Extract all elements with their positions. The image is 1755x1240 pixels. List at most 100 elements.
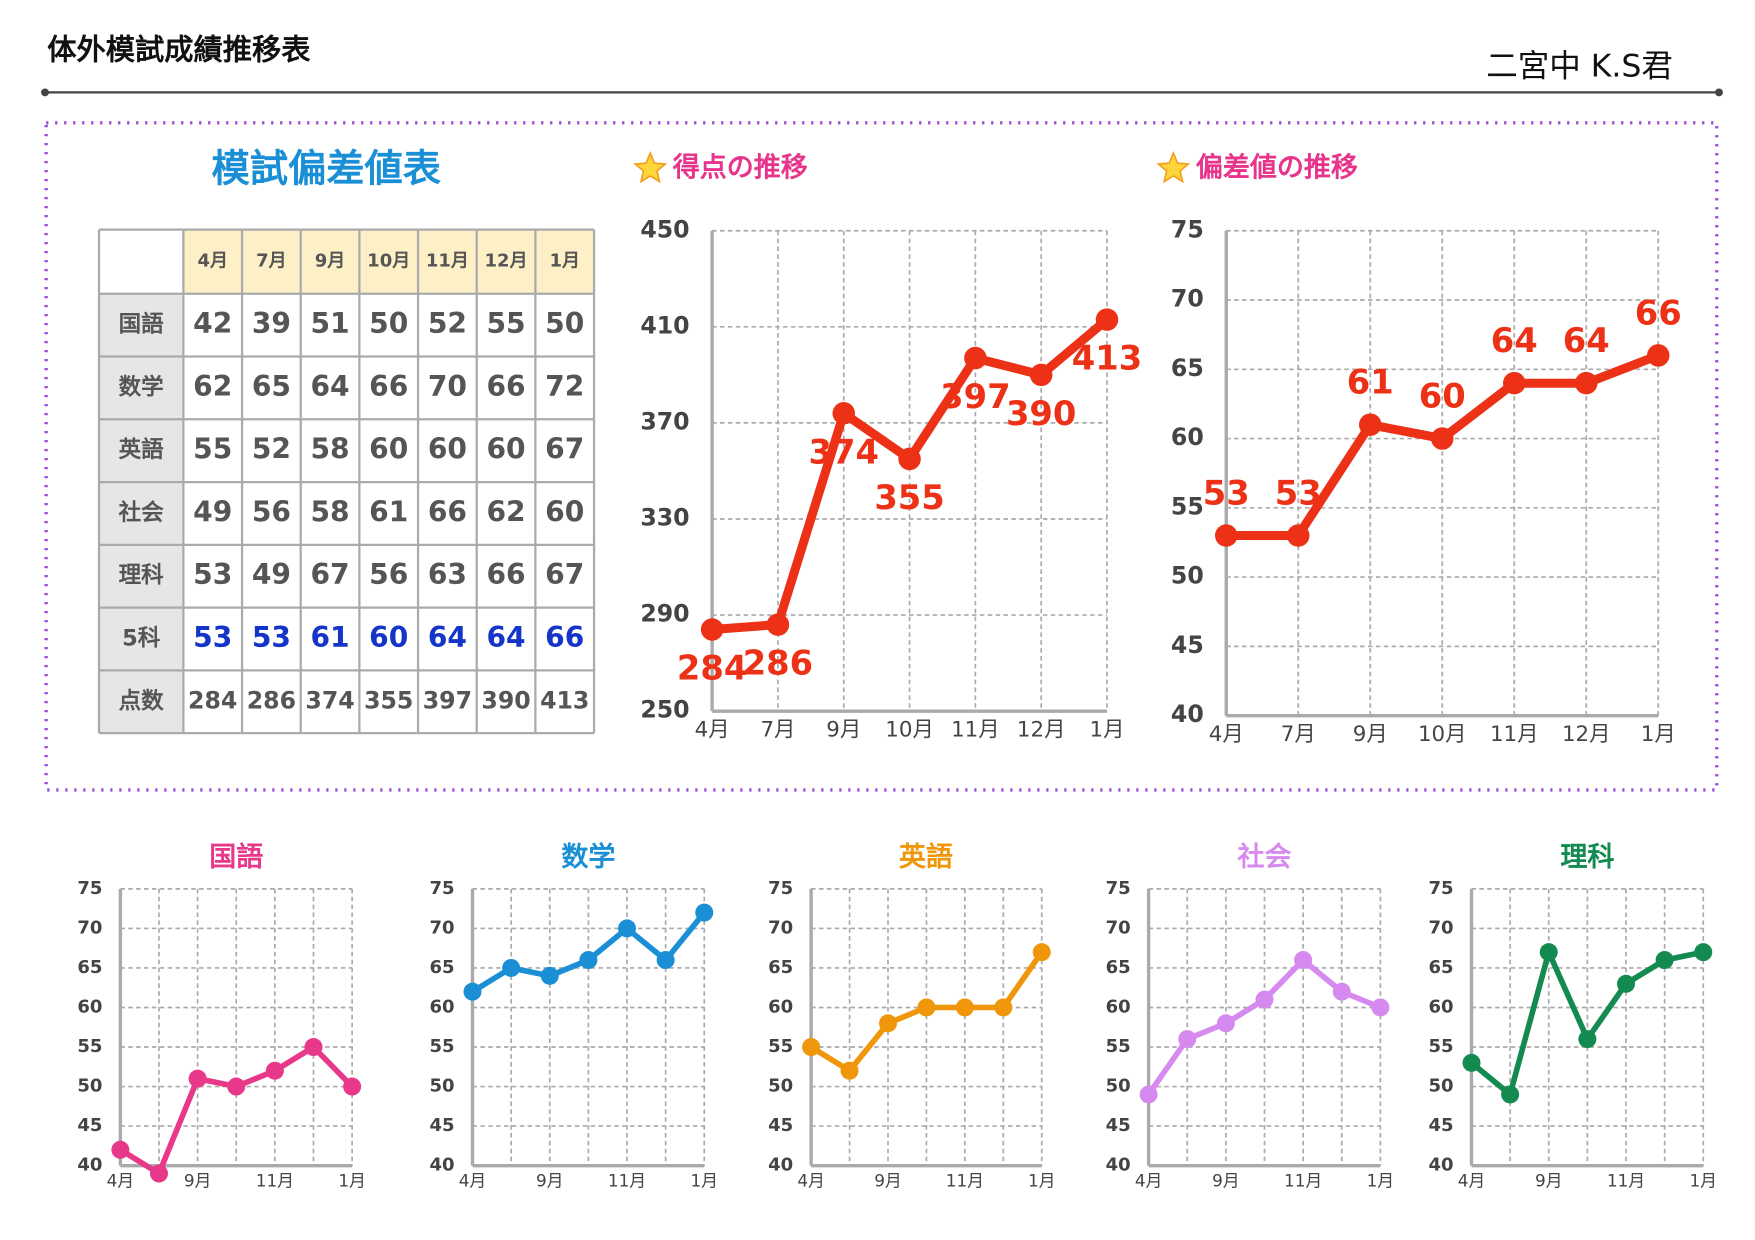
table-cell: 65 <box>252 370 291 403</box>
x-tick-label: 1月 <box>1641 722 1676 747</box>
x-tick-label: 10月 <box>885 717 934 742</box>
y-tick-label: 45 <box>77 1115 102 1136</box>
data-point <box>1029 363 1053 387</box>
y-tick-label: 70 <box>1106 917 1131 938</box>
data-point <box>1617 974 1635 993</box>
data-point <box>1655 951 1674 970</box>
table-title: 模試偏差値表 <box>212 147 442 192</box>
table-cell: 72 <box>545 370 584 403</box>
x-tick-label: 11月 <box>1284 1170 1322 1190</box>
data-point <box>955 998 974 1017</box>
rule-end <box>41 88 49 97</box>
y-tick-label: 65 <box>1171 354 1204 382</box>
x-tick-label: 11月 <box>946 1170 984 1190</box>
table-cell: 66 <box>369 370 408 403</box>
table-column-header: 10月 <box>367 251 410 272</box>
x-tick-label: 10月 <box>1418 722 1467 747</box>
table-cell: 60 <box>369 621 408 654</box>
x-tick-label: 7月 <box>1281 722 1316 747</box>
table-cell: 58 <box>310 495 349 528</box>
table-cell: 64 <box>428 621 467 654</box>
data-label: 284 <box>677 648 747 687</box>
y-tick-label: 55 <box>429 1036 454 1057</box>
data-point <box>1371 998 1390 1017</box>
y-tick-label: 60 <box>429 996 454 1017</box>
data-point <box>1255 990 1274 1009</box>
x-tick-label: 11月 <box>256 1170 294 1190</box>
table-cell: 67 <box>545 433 584 466</box>
table-cell: 67 <box>310 558 349 591</box>
table-column-header: 4月 <box>197 251 228 272</box>
y-tick-label: 50 <box>768 1076 793 1097</box>
y-tick-label: 75 <box>1171 215 1204 243</box>
student-name: 二宮中 K.S君 <box>1486 49 1673 85</box>
x-tick-label: 9月 <box>184 1170 212 1190</box>
y-tick-label: 60 <box>1106 996 1131 1017</box>
y-tick-label: 290 <box>640 600 689 628</box>
table-row-label: 英語 <box>119 436 165 463</box>
x-tick-label: 4月 <box>1135 1170 1163 1190</box>
table-cell: 55 <box>193 433 232 466</box>
y-tick-label: 60 <box>1428 996 1453 1017</box>
data-point <box>265 1061 284 1080</box>
table-cell: 66 <box>428 495 467 528</box>
x-tick-label: 4月 <box>107 1170 135 1190</box>
data-point <box>1095 308 1119 331</box>
y-tick-label: 250 <box>640 696 689 724</box>
table-row-label: 数学 <box>119 373 164 400</box>
data-point <box>802 1038 821 1057</box>
data-point <box>1501 1085 1520 1104</box>
data-point <box>898 447 921 471</box>
y-tick-label: 55 <box>77 1036 102 1057</box>
table-cell: 50 <box>369 307 408 340</box>
table-cell: 52 <box>252 433 291 466</box>
x-tick-label: 4月 <box>1458 1170 1486 1190</box>
table-cell: 49 <box>252 558 291 591</box>
data-label: 53 <box>1203 474 1250 513</box>
table-cell: 52 <box>428 307 467 340</box>
table-cell: 39 <box>252 307 291 340</box>
data-point <box>111 1140 130 1159</box>
data-point <box>1575 371 1598 395</box>
y-tick-label: 75 <box>1428 878 1453 899</box>
table-row-label: 社会 <box>119 499 165 526</box>
data-label: 390 <box>1006 394 1076 433</box>
y-tick-label: 40 <box>1171 700 1204 728</box>
data-label: 413 <box>1072 339 1142 378</box>
y-tick-label: 330 <box>640 503 689 531</box>
data-point <box>618 919 636 938</box>
x-tick-label: 9月 <box>536 1170 564 1190</box>
table-cell: 70 <box>428 370 467 403</box>
x-tick-label: 1月 <box>1367 1170 1395 1190</box>
rule-end <box>1715 88 1723 97</box>
chart-title: 理科 <box>1560 842 1614 873</box>
chart-title: 得点の推移 <box>672 152 808 183</box>
x-tick-label: 4月 <box>695 717 730 742</box>
y-tick-label: 55 <box>1171 492 1204 520</box>
table-cell: 67 <box>545 558 584 591</box>
data-point <box>1462 1053 1481 1072</box>
y-tick-label: 70 <box>1171 285 1204 313</box>
table-row-label: 理科 <box>119 563 165 589</box>
star-icon <box>633 150 668 184</box>
y-tick-label: 370 <box>640 407 689 435</box>
y-tick-label: 70 <box>768 917 793 938</box>
table-cell: 42 <box>193 307 232 340</box>
chart-title: 社会 <box>1238 841 1292 873</box>
y-tick-label: 70 <box>429 917 454 938</box>
x-tick-label: 1月 <box>1090 717 1125 742</box>
y-tick-label: 410 <box>640 311 689 339</box>
data-point <box>463 982 482 1001</box>
table-row-label: 点数 <box>119 688 165 714</box>
data-point <box>879 1014 897 1033</box>
data-label: 53 <box>1275 474 1322 513</box>
x-tick-label: 1月 <box>338 1170 366 1190</box>
y-tick-label: 60 <box>768 996 793 1017</box>
y-tick-label: 55 <box>1106 1036 1131 1057</box>
y-tick-label: 75 <box>768 878 793 899</box>
y-tick-label: 50 <box>429 1076 454 1097</box>
table-cell: 286 <box>247 686 296 714</box>
y-tick-label: 75 <box>429 878 454 899</box>
y-tick-label: 75 <box>77 878 102 899</box>
